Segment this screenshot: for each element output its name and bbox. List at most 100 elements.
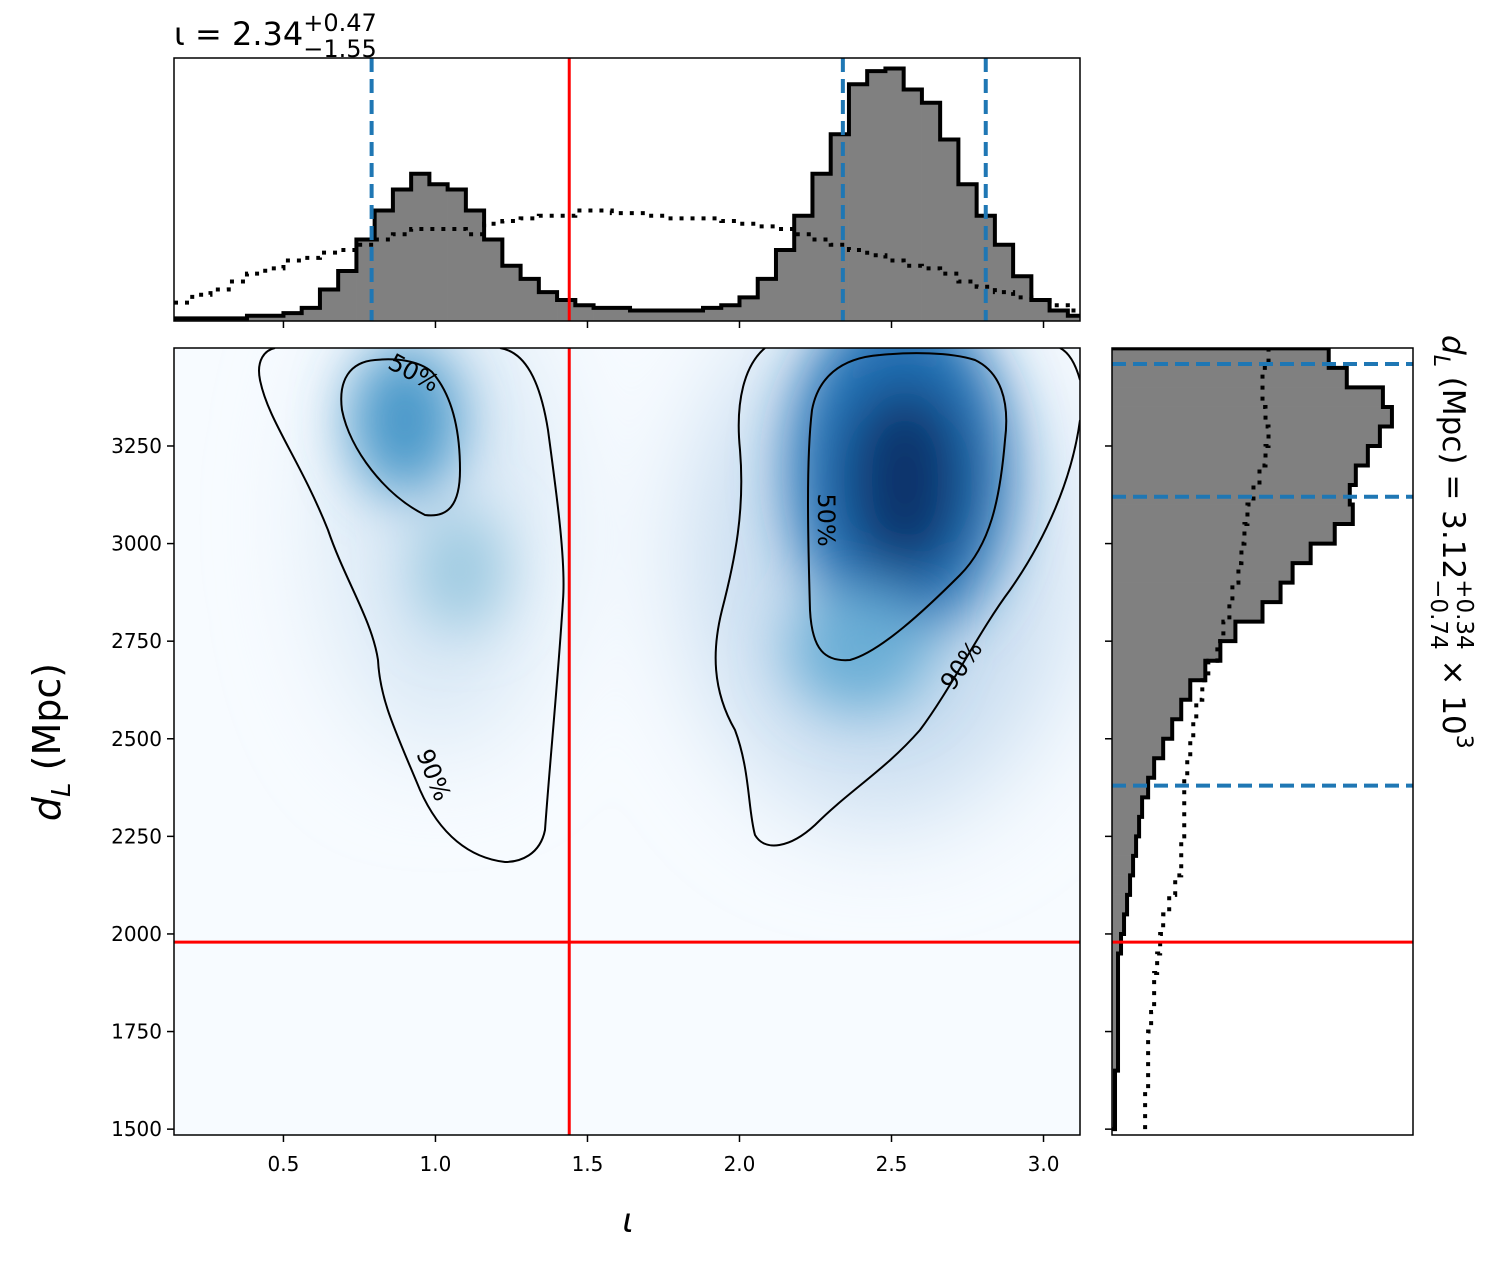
frame — [173, 347, 1081, 1136]
histogram-bar — [1112, 836, 1137, 857]
histogram-outline — [1112, 348, 1394, 1132]
histogram-bar — [1112, 679, 1191, 700]
x-tick-label: 3.0 — [1028, 1152, 1060, 1176]
histogram-bar — [1112, 718, 1173, 740]
y-tick-label: 3250 — [111, 434, 162, 458]
y-axis-label: dL (Mpc) — [25, 663, 77, 821]
histogram-bar — [1112, 406, 1393, 427]
histogram-bar — [1112, 426, 1381, 447]
histogram-bar — [921, 102, 941, 321]
histogram-bar — [1112, 367, 1348, 388]
histogram-outline — [174, 66, 1080, 321]
histogram-bar — [866, 70, 886, 321]
histogram-bar — [1112, 855, 1134, 876]
y-tick-label: 2500 — [111, 727, 162, 751]
y-label-rest: (Mpc) — [25, 663, 69, 783]
y-tick-label: 3000 — [111, 532, 162, 556]
histogram-bar — [1112, 894, 1128, 915]
frame — [1111, 347, 1414, 1136]
histogram-bar — [1112, 738, 1164, 759]
histogram-bar — [757, 278, 777, 321]
y-label-sub: L — [47, 782, 77, 797]
contour-50 — [340, 358, 462, 517]
histogram-bar — [1112, 875, 1131, 896]
histogram-bar — [885, 68, 904, 321]
x-tick-label: 1.5 — [572, 1152, 604, 1176]
y-tick-label: 1750 — [111, 1020, 162, 1044]
histogram-bar — [520, 278, 540, 321]
y-tick-label: 2750 — [111, 629, 162, 653]
histogram-bar — [447, 189, 467, 321]
histogram-bar — [903, 89, 923, 321]
histogram-dotted — [1143, 348, 1271, 1130]
right-label-rest: (Mpc) = 3.12 — [1435, 367, 1471, 579]
histogram-bar — [1112, 562, 1293, 583]
y-tick-label: 1500 — [111, 1117, 162, 1141]
histogram-bar — [775, 249, 795, 321]
histogram-bar — [958, 183, 977, 321]
histogram-bar — [575, 304, 594, 321]
histogram-bar — [392, 189, 412, 321]
histogram-bar — [1112, 758, 1155, 779]
histogram-bar — [1112, 640, 1221, 661]
right-label-text: d — [1435, 335, 1471, 355]
histogram-bar — [1112, 699, 1182, 720]
histogram-bar — [465, 210, 485, 321]
y-label-text: d — [25, 796, 69, 821]
histogram-bar — [429, 183, 448, 321]
contour-90 — [714, 348, 1080, 847]
y-tick-label: 2250 — [111, 824, 162, 848]
histogram-bar — [538, 291, 558, 321]
histogram-bar — [337, 270, 357, 321]
histogram-bar — [1112, 523, 1335, 544]
histogram-bar — [1112, 387, 1384, 408]
histogram-bar — [1112, 816, 1140, 837]
histogram-bar — [1112, 445, 1369, 466]
histogram-bar — [410, 173, 430, 321]
histogram-bar — [1112, 504, 1354, 525]
histogram-bar — [502, 265, 521, 321]
histogram-bar — [1112, 797, 1143, 818]
histogram-bar — [483, 239, 503, 321]
histogram-bar — [739, 297, 758, 321]
histogram-bar — [1031, 299, 1050, 321]
histogram-bar — [1112, 543, 1311, 564]
histogram-bar — [793, 215, 813, 321]
right-label-exp: 3 — [1451, 735, 1476, 749]
histogram-bar — [1112, 582, 1281, 603]
histogram-bar — [1112, 601, 1263, 622]
top-title: ι = 2.34+0.47 −1.55 — [174, 9, 377, 63]
histogram-bar — [720, 304, 740, 321]
histogram-bar — [319, 289, 339, 321]
histogram-bar — [556, 299, 576, 321]
contour-50 — [807, 352, 1008, 662]
histogram-bar — [939, 139, 959, 321]
main-overlays — [174, 348, 1080, 1135]
x-axis-label: ι — [622, 1201, 634, 1241]
histogram-bar — [1112, 465, 1357, 486]
histogram-bar — [1112, 660, 1206, 681]
contour-label: 50% — [812, 493, 840, 546]
histogram-bar — [830, 134, 850, 321]
right-label-sub2: −0.74 — [1425, 579, 1451, 649]
x-tick-label: 1.0 — [420, 1152, 452, 1176]
contour-90 — [258, 348, 565, 864]
right-label-times: × 10 — [1435, 650, 1471, 735]
x-tick-label: 0.5 — [268, 1152, 300, 1176]
y-tick-label: 2000 — [111, 922, 162, 946]
density-map: 50% 90% 50% 90% — [174, 348, 1080, 1135]
right-histogram — [1112, 348, 1413, 1132]
frame — [173, 57, 1081, 322]
histogram-bar — [812, 173, 831, 321]
title-sup: +0.47 — [303, 9, 377, 37]
x-tick-label: 2.5 — [876, 1152, 908, 1176]
right-label-sup: +0.34 — [1451, 579, 1477, 649]
title-sub: −1.55 — [303, 35, 377, 63]
right-label-sub: L — [1428, 355, 1453, 367]
right-label: dL (Mpc) = 3.12+0.34−0.74 × 103 — [1425, 335, 1477, 749]
histogram-bar — [994, 244, 1014, 321]
histogram-bar — [1112, 621, 1236, 642]
histogram-bar — [374, 210, 394, 321]
histogram-bar — [848, 84, 868, 321]
